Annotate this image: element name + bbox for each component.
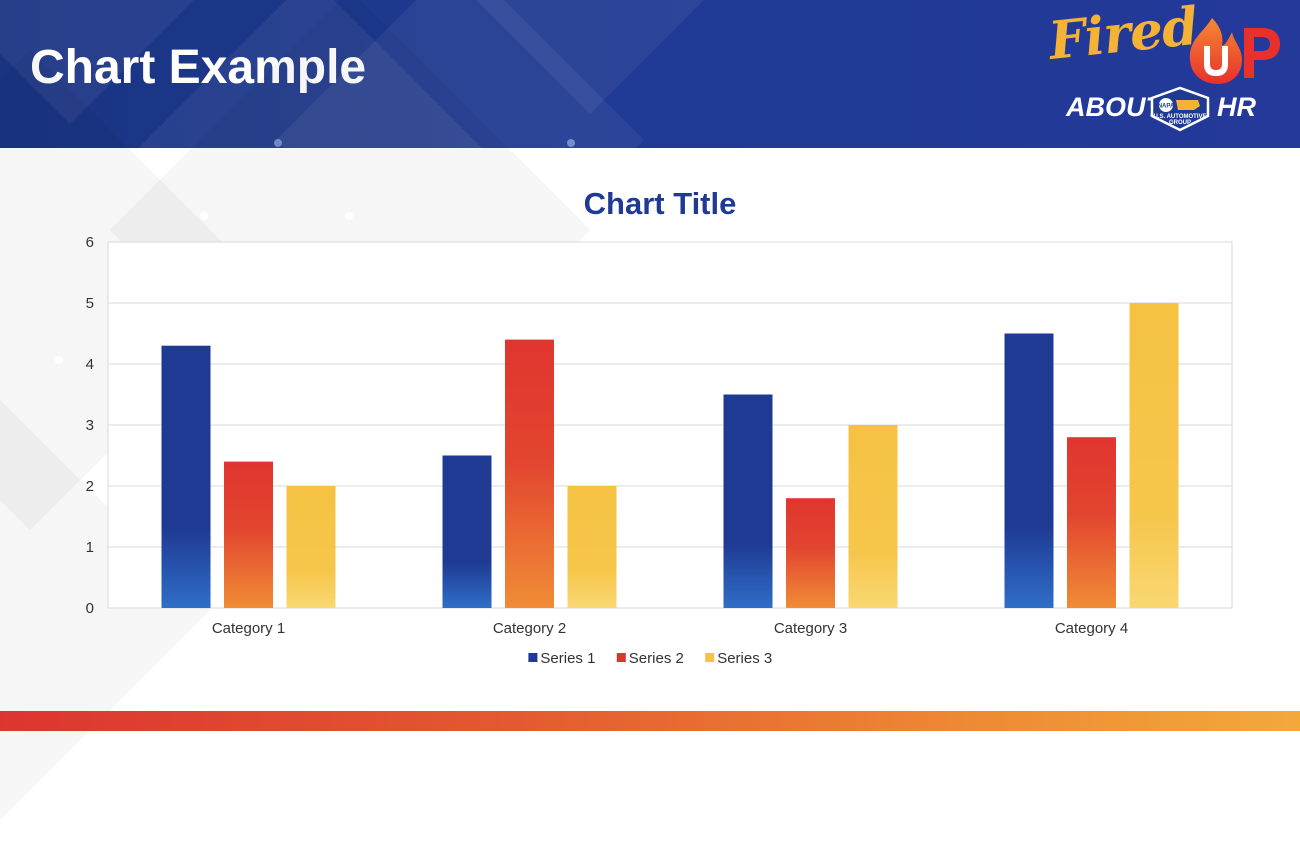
x-category-label: Category 3 <box>774 620 847 637</box>
background-dot <box>55 356 63 364</box>
chart-title: Chart Title <box>583 186 737 221</box>
background-dot <box>200 212 208 220</box>
y-tick-label: 4 <box>86 356 94 373</box>
bar-series-3-category-1 <box>286 486 336 608</box>
y-tick-label: 6 <box>86 234 94 251</box>
x-category-label: Category 1 <box>212 620 285 637</box>
y-tick-label: 2 <box>86 478 94 495</box>
header-dot <box>567 139 575 147</box>
y-tick-label: 5 <box>86 295 94 312</box>
bar-series-2-category-4 <box>1067 437 1116 608</box>
y-tick-label: 3 <box>86 417 94 434</box>
header-dot <box>274 139 282 147</box>
legend-label-series-2: Series 2 <box>629 650 684 667</box>
bar-series-1-category-2 <box>442 455 492 608</box>
bar-series-2-category-2 <box>505 339 554 608</box>
napa-badge-icon: NAPA <box>1150 86 1210 132</box>
header-banner: Chart Example Fired ABOUT NAPA U.S. AU <box>0 0 1300 148</box>
legend-swatch-series-1 <box>528 653 538 662</box>
x-category-label: Category 2 <box>493 620 566 637</box>
bar-series-1-category-1 <box>161 345 211 608</box>
background-dot <box>345 212 353 220</box>
bar-series-2-category-3 <box>786 498 835 608</box>
y-tick-label: 0 <box>86 600 94 617</box>
bar-chart: 0 1 2 3 4 5 6 Category 1 Category 2 Category 3 Cat… <box>86 234 1233 667</box>
bar-series-3-category-4 <box>1129 303 1179 608</box>
bar-series-2-category-1 <box>224 461 273 608</box>
bar-series-3-category-2 <box>567 486 617 608</box>
legend-label-series-1: Series 1 <box>540 650 595 667</box>
legend-swatch-series-3 <box>705 653 715 662</box>
bar-series-1-category-3 <box>723 394 773 608</box>
fired-up-about-hr-logo: Fired ABOUT NAPA U.S. AUTOMOTIVE GROUP H… <box>1046 0 1286 138</box>
badge-mark: NAPA <box>1158 104 1175 110</box>
logo-word-about: ABOUT <box>1066 92 1162 122</box>
legend-label-series-3: Series 3 <box>717 650 772 667</box>
y-tick-label: 1 <box>86 539 94 556</box>
x-category-label: Category 4 <box>1055 620 1128 637</box>
logo-word-hr: HR <box>1217 92 1256 122</box>
slide-title: Chart Example <box>30 41 367 94</box>
legend-swatch-series-2 <box>616 653 626 662</box>
bar-series-1-category-4 <box>1004 333 1054 608</box>
logo-up-flame-icon <box>1189 18 1280 84</box>
bottom-accent-bar <box>0 711 1300 731</box>
bar-series-3-category-3 <box>848 425 898 608</box>
badge-text: U.S. AUTOMOTIVE GROUP <box>1153 114 1207 126</box>
